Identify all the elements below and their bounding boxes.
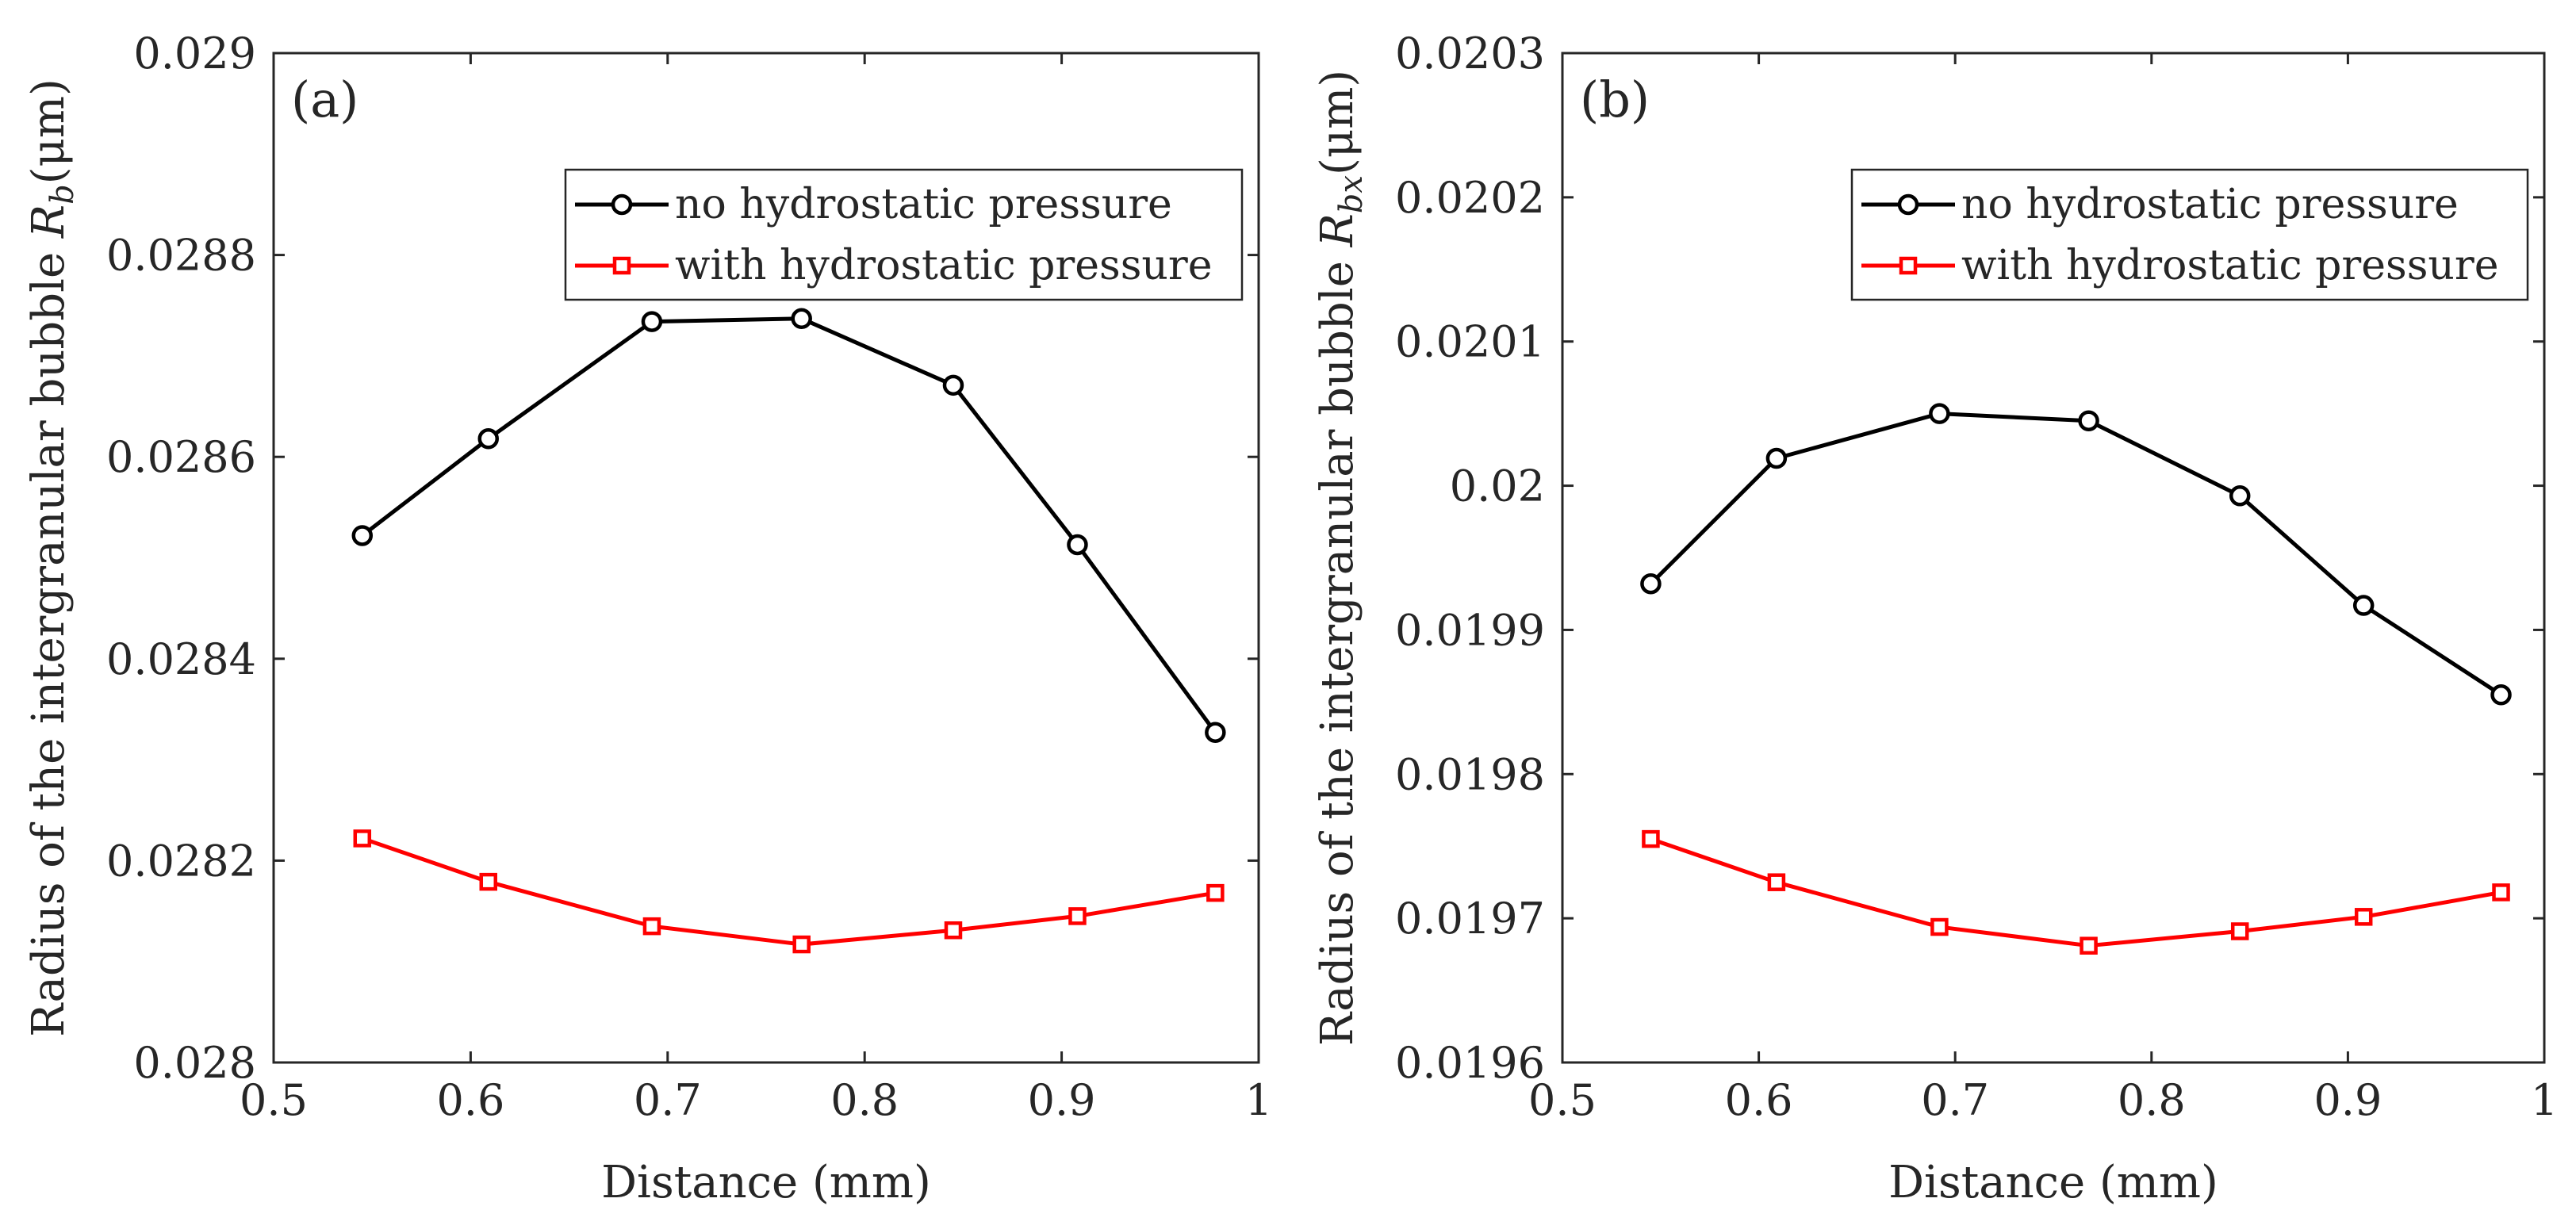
series-line — [1650, 837, 2501, 948]
y-tick-label: 0.0202 — [1395, 173, 1545, 223]
y-tick-label: 0.029 — [133, 29, 256, 78]
x-tick-label: 1 — [1245, 1075, 1272, 1125]
data-point — [2229, 485, 2251, 507]
x-tick-label: 0.7 — [1921, 1075, 1989, 1125]
y-tick-label: 0.0203 — [1395, 29, 1545, 78]
x-tick-label: 0.5 — [240, 1075, 308, 1125]
axes-box — [272, 52, 1260, 1064]
x-tick-label: 0.5 — [1528, 1075, 1597, 1125]
data-point — [642, 917, 661, 936]
data-point — [641, 311, 663, 332]
data-point — [1068, 907, 1087, 925]
y-tick-label: 0.0197 — [1395, 894, 1545, 944]
y-tick-label: 0.028 — [133, 1038, 256, 1088]
x-axis-label: Distance (mm) — [601, 1157, 931, 1208]
chart-panel-a: 0.5 0.6 0.7 0.8 0.9 1 0.028 0.0282 0.0284 0.0286 0… — [23, 29, 1272, 1208]
legend-marker — [1897, 193, 1919, 216]
data-point — [792, 935, 811, 954]
legend-box — [1850, 168, 2529, 301]
data-point — [1929, 403, 1950, 424]
y-axis-label: Radius of the intergranular bubble Rb(μm… — [23, 78, 81, 1037]
data-point — [479, 872, 498, 891]
series-line — [361, 316, 1217, 734]
data-point — [351, 525, 374, 546]
x-tick-label: 0.6 — [1725, 1075, 1793, 1125]
series-with-pressure — [1642, 829, 2510, 955]
series-no-pressure — [351, 308, 1226, 743]
data-point — [1930, 917, 1949, 936]
data-point — [353, 829, 372, 848]
y-tick-label: 0.0199 — [1395, 605, 1545, 655]
y-tick-label: 0.0288 — [106, 231, 256, 281]
y-tick-label: 0.0282 — [106, 836, 256, 886]
y-axis-label: Radius of the intergranular bubble Rbx(μ… — [1312, 70, 1370, 1046]
data-point — [2490, 684, 2512, 706]
data-point — [791, 308, 812, 330]
x-tick-label: 1 — [2531, 1075, 2558, 1125]
legend-entry: no hydrostatic pressure — [675, 181, 1172, 228]
series-with-pressure — [353, 829, 1225, 954]
legend-marker — [611, 193, 633, 216]
chart-panel-b: 0.5 0.6 0.7 0.8 0.9 1 0.0196 0.0197 0.0198 0.0199… — [1312, 29, 2558, 1208]
data-point — [477, 428, 500, 450]
data-point — [2080, 936, 2098, 955]
y-tick-label: 0.02 — [1450, 461, 1545, 511]
x-axis-label: Distance (mm) — [1888, 1157, 2218, 1208]
legend: no hydrostatic pressure with hydrostatic … — [564, 168, 1244, 301]
legend-marker — [612, 256, 631, 275]
data-point — [1205, 722, 1226, 743]
legend-marker — [1899, 256, 1918, 275]
panel-label: (a) — [291, 71, 358, 128]
y-tick-label: 0.0284 — [106, 634, 256, 684]
data-point — [1765, 447, 1788, 469]
series-no-pressure — [1640, 403, 2512, 706]
data-point — [942, 374, 964, 396]
data-point — [1067, 534, 1088, 556]
x-tick-label: 0.7 — [634, 1075, 702, 1125]
axes-box — [1561, 52, 2546, 1064]
legend-entry: with hydrostatic pressure — [1961, 242, 2499, 289]
data-point — [944, 921, 963, 940]
data-point — [1206, 883, 1225, 902]
x-tick-label: 0.9 — [2313, 1075, 2382, 1125]
series-line — [361, 837, 1216, 947]
x-tick-label: 0.8 — [830, 1075, 899, 1125]
data-point — [2492, 883, 2510, 902]
legend-entry: with hydrostatic pressure — [675, 242, 1213, 289]
legend-entry: no hydrostatic pressure — [1961, 181, 2459, 228]
legend: no hydrostatic pressure with hydrostatic … — [1850, 168, 2529, 301]
x-tick-label: 0.6 — [436, 1075, 504, 1125]
x-tick-label: 0.8 — [2118, 1075, 2186, 1125]
legend-box — [564, 168, 1244, 301]
data-point — [2354, 908, 2373, 926]
y-tick-label: 0.0286 — [106, 432, 256, 482]
y-tick-label: 0.0196 — [1395, 1038, 1545, 1088]
y-tick-label: 0.0201 — [1395, 317, 1545, 367]
data-point — [2352, 595, 2375, 616]
data-point — [2078, 410, 2099, 431]
panel-label: (b) — [1580, 71, 1650, 128]
data-point — [1640, 572, 1662, 595]
y-tick-label: 0.0198 — [1395, 749, 1545, 799]
data-point — [1642, 829, 1660, 848]
x-tick-label: 0.9 — [1028, 1075, 1096, 1125]
data-point — [1767, 873, 1786, 891]
data-point — [2230, 922, 2249, 940]
